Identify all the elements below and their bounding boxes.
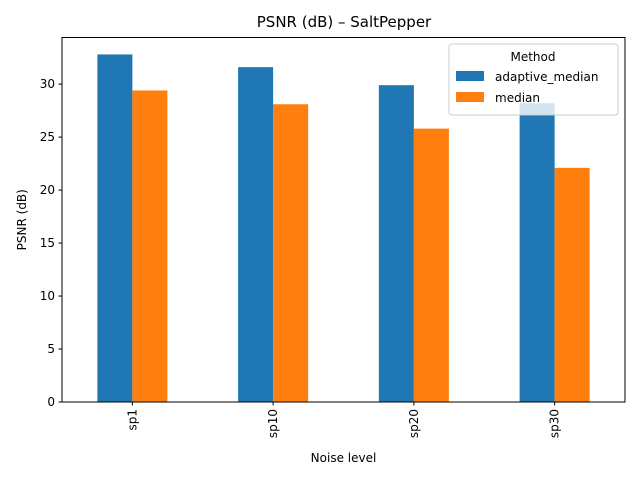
bar-median-sp1 <box>132 90 168 403</box>
bar-median-sp20 <box>413 128 449 402</box>
y-tick-label: 5 <box>47 342 55 356</box>
y-tick-label: 30 <box>40 77 55 91</box>
y-axis-label: PSNR (dB) <box>15 189 29 250</box>
plot-frame <box>61 37 626 403</box>
bar-adaptive-median-sp1 <box>97 54 133 402</box>
bars-group <box>97 54 590 403</box>
x-tick-label-sp10: sp10 <box>266 409 280 438</box>
legend-box <box>448 43 619 116</box>
bar-adaptive-median-sp10 <box>238 67 274 402</box>
bar-median-sp30 <box>554 167 590 402</box>
y-tick-label: 20 <box>40 183 55 197</box>
x-tick-label-sp20: sp20 <box>407 409 421 438</box>
y-tick-label: 0 <box>47 395 55 409</box>
bar-adaptive-median-sp30 <box>519 103 555 403</box>
legend-title: Method <box>510 50 555 64</box>
bar-adaptive-median-sp20 <box>378 85 414 402</box>
bar-median-sp10 <box>273 104 309 402</box>
y-tick-label: 25 <box>40 130 55 144</box>
chart-title: PSNR (dB) – SaltPepper <box>257 13 432 31</box>
x-tick-label-sp30: sp30 <box>548 409 562 438</box>
x-tick-label-sp1: sp1 <box>125 409 139 431</box>
legend-swatch-median <box>456 92 484 102</box>
legend-label-median: median <box>495 91 540 105</box>
y-tick-label: 15 <box>40 236 55 250</box>
legend-swatch-adaptive-median <box>456 71 484 81</box>
x-axis-label: Noise level <box>311 451 377 465</box>
y-tick-label: 10 <box>40 289 55 303</box>
x-axis-ticks: sp1 sp10 sp20 sp30 <box>125 402 562 438</box>
y-axis-ticks: 0 5 10 15 20 25 30 <box>40 77 62 409</box>
legend-label-adaptive-median: adaptive_median <box>495 70 598 84</box>
legend: Method adaptive_median median <box>448 43 619 116</box>
